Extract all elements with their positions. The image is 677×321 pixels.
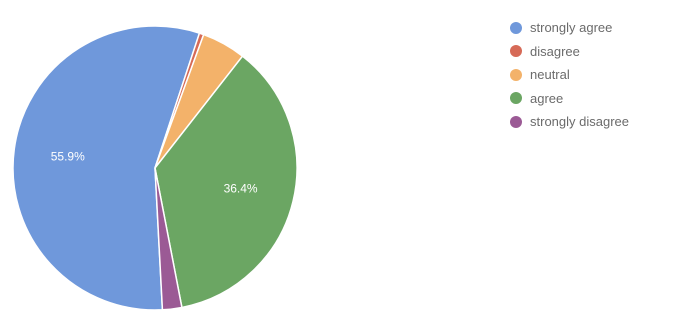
legend-label: disagree [530,43,580,59]
legend-swatch [510,92,522,105]
legend-swatch [510,68,522,81]
legend-swatch [510,21,522,34]
legend-item-strongly-agree: strongly agree [510,16,629,40]
pie-slice-strongly-disagree [154,167,183,311]
pie-slice-agree [154,55,298,309]
pie-slice-labels: 55.9% 36.4% [51,149,258,195]
pie-slice-label: 55.9% [51,149,85,163]
legend: strongly agree disagree neutral agree st… [510,16,629,134]
legend-item-strongly-disagree: strongly disagree [510,110,629,134]
legend-item-disagree: disagree [510,40,629,64]
pie-slices [12,25,298,311]
pie-slice-strongly-agree [12,25,201,311]
pie-chart-svg: 55.9% 36.4% [12,25,298,311]
legend-swatch [510,115,522,128]
legend-swatch [510,45,522,58]
legend-label: neutral [530,67,570,83]
legend-item-agree: agree [510,87,629,111]
pie-slice-label: 36.4% [224,182,258,196]
legend-label: agree [530,90,564,106]
legend-item-neutral: neutral [510,63,629,87]
legend-label: strongly agree [530,20,613,36]
legend-label: strongly disagree [530,114,629,130]
